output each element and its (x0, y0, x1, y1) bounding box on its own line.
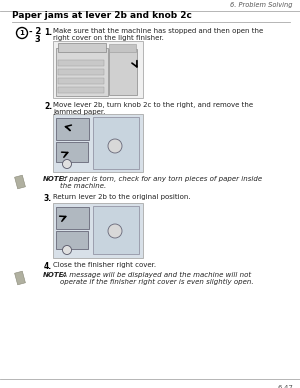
Text: Paper jams at lever 2b and knob 2c: Paper jams at lever 2b and knob 2c (12, 11, 192, 20)
Text: 2.: 2. (44, 102, 52, 111)
Text: - 2: - 2 (29, 28, 41, 36)
Bar (56, 207, 89, 229)
Circle shape (62, 246, 71, 255)
Circle shape (108, 224, 122, 238)
Text: 4.: 4. (44, 262, 52, 271)
Bar (53, 114, 143, 172)
Text: 1: 1 (20, 30, 24, 36)
Bar (15, 175, 26, 189)
Bar (56, 118, 89, 140)
Bar (56, 142, 88, 162)
Text: 3.: 3. (44, 194, 52, 203)
Bar (53, 41, 143, 98)
Bar (56, 231, 88, 249)
Bar (109, 49, 137, 95)
Bar (58, 87, 104, 93)
Text: 3: 3 (34, 35, 40, 43)
Text: A message will be displayed and the machine will not
operate if the finisher rig: A message will be displayed and the mach… (60, 272, 254, 285)
Bar (58, 78, 104, 84)
Bar (53, 203, 143, 258)
Bar (58, 60, 104, 66)
Bar (93, 206, 139, 254)
Bar (56, 48, 108, 96)
Text: 6-47: 6-47 (277, 385, 293, 388)
Text: Return lever 2b to the original position.: Return lever 2b to the original position… (53, 194, 190, 200)
Bar (15, 271, 26, 285)
Text: If paper is torn, check for any torn pieces of paper inside
the machine.: If paper is torn, check for any torn pie… (60, 176, 262, 189)
Text: NOTE:: NOTE: (43, 272, 67, 278)
Text: NOTE:: NOTE: (43, 176, 67, 182)
Text: Move lever 2b, turn knob 2c to the right, and remove the
jammed paper.: Move lever 2b, turn knob 2c to the right… (53, 102, 253, 115)
Bar (93, 117, 139, 169)
Text: 1.: 1. (44, 28, 52, 37)
Bar (58, 43, 106, 52)
Bar (58, 69, 104, 75)
Text: 6. Problem Solving: 6. Problem Solving (230, 2, 293, 8)
Circle shape (108, 139, 122, 153)
Text: Make sure that the machine has stopped and then open the
right cover on the ligh: Make sure that the machine has stopped a… (53, 28, 263, 41)
Bar (109, 44, 136, 52)
Text: Close the finisher right cover.: Close the finisher right cover. (53, 262, 156, 268)
Circle shape (62, 159, 71, 168)
